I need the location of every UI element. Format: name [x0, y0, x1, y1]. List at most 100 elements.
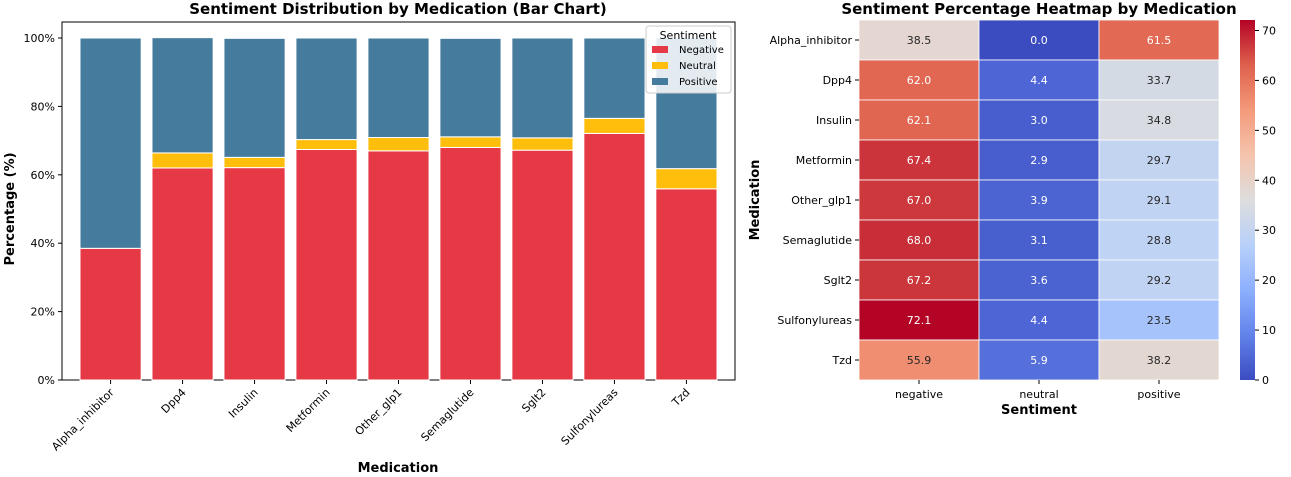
- bar-neutral-sulfonylureas: [583, 117, 646, 134]
- heatmap-cell-value: 4.4: [1030, 314, 1048, 327]
- bar-positive-semaglutide: [439, 37, 502, 138]
- bar-negative-sglt2: [511, 149, 574, 381]
- heatmap-cell-tzd-neutral: [978, 339, 1100, 381]
- colorbar-tick-label: 10: [1262, 324, 1276, 337]
- bar-neutral-metformin: [295, 139, 358, 150]
- heatmap-cell-metformin-neutral: [978, 139, 1100, 181]
- heatmap-cell-insulin-negative: [858, 99, 980, 141]
- bar-x-tick-label: Insulin: [226, 386, 261, 421]
- heatmap-cell-metformin-positive: [1098, 139, 1220, 181]
- heatmap-cell-value: 38.2: [1147, 354, 1172, 367]
- heatmap-cell-value: 3.0: [1030, 114, 1048, 127]
- bar-neutral-tzd: [655, 168, 718, 190]
- legend-label-negative: Negative: [679, 45, 724, 56]
- legend-frame: [645, 25, 732, 94]
- heatmap-cell-value: 67.2: [907, 274, 932, 287]
- bar-x-tick-label: Semaglutide: [418, 386, 476, 444]
- colorbar-tick-label: 40: [1262, 174, 1276, 187]
- heatmap-x-ticks: negative neutral positive: [895, 380, 1181, 401]
- heatmap-cell-value: 29.7: [1147, 154, 1172, 167]
- bar-positive-sglt2: [511, 37, 574, 139]
- bar-positive-other_glp1: [367, 37, 430, 139]
- bar-x-tick-label: Alpha_inhibitor: [49, 386, 117, 454]
- heatmap-cell-value: 0.0: [1030, 34, 1048, 47]
- heatmap-y-axis-label: Medication: [748, 160, 763, 241]
- heatmap-cell-value: 33.7: [1147, 74, 1172, 87]
- heatmap-cell-value: 61.5: [1147, 34, 1172, 47]
- heatmap-cell-labels: 38.5 0.0 61.5 62.0 4.4 33.7 62.1 3.0 34.8 67.4 2.9…: [907, 34, 1172, 367]
- colorbar-tick-label: 0: [1262, 374, 1269, 387]
- heatmap-cell-sglt2-positive: [1098, 259, 1220, 301]
- bar-marks: [79, 37, 718, 381]
- heatmap-cell-value: 62.0: [907, 74, 932, 87]
- bar-neutral-sglt2: [511, 137, 574, 151]
- bar-x-tick-label: Dpp4: [159, 386, 189, 416]
- bar-negative-semaglutide: [439, 146, 502, 381]
- heatmap-cell-value: 34.8: [1147, 114, 1172, 127]
- heatmap-x-tick-label: negative: [895, 388, 943, 401]
- bar-x-tick-label: Sulfonylureas: [559, 386, 621, 448]
- legend-title: Sentiment: [660, 29, 718, 42]
- heatmap-cell-alpha_inhibitor-negative: [858, 19, 980, 61]
- bar-y-tick-label: 0%: [38, 374, 55, 387]
- heatmap-cell-value: 3.6: [1030, 274, 1048, 287]
- heatmap-x-axis-label: Sentiment: [1001, 403, 1077, 418]
- heatmap-cell-value: 3.9: [1030, 194, 1048, 207]
- bar-neutral-other_glp1: [367, 137, 430, 152]
- heatmap-cell-value: 28.8: [1147, 234, 1172, 247]
- bar-x-tick-label: Other_glp1: [352, 386, 404, 438]
- heatmap-cell-semaglutide-positive: [1098, 219, 1220, 261]
- bar-chart-title: Sentiment Distribution by Medication (Ba…: [189, 0, 607, 18]
- bar-y-tick-label: 40%: [31, 237, 55, 250]
- heatmap-cell-sulfonylureas-positive: [1098, 299, 1220, 341]
- bar-positive-alpha_inhibitor: [79, 37, 142, 249]
- colorbar-tick-label: 70: [1262, 24, 1276, 37]
- bar-y-tick-label: 60%: [31, 169, 55, 182]
- heatmap-cells: [858, 19, 1220, 381]
- colorbar-gradient: [1240, 20, 1255, 380]
- heatmap-cell-value: 4.4: [1030, 74, 1048, 87]
- bar-x-tick-label: Sglt2: [519, 386, 548, 415]
- heatmap-cell-dpp4-positive: [1098, 59, 1220, 101]
- bar-negative-alpha_inhibitor: [79, 247, 142, 381]
- heatmap-cell-insulin-neutral: [978, 99, 1100, 141]
- bar-neutral-dpp4: [151, 152, 214, 169]
- heatmap-y-tick-label: Dpp4: [823, 74, 852, 87]
- heatmap-cell-value: 62.1: [907, 114, 932, 127]
- legend-swatch-positive: [652, 78, 668, 85]
- heatmap-y-tick-label: Sglt2: [824, 274, 852, 287]
- colorbar-tick-label: 60: [1262, 74, 1276, 87]
- heatmap-cell-value: 3.1: [1030, 234, 1048, 247]
- heatmap-cell-value: 23.5: [1147, 314, 1172, 327]
- heatmap-cell-value: 5.9: [1030, 354, 1048, 367]
- colorbar-tick-label: 30: [1262, 224, 1276, 237]
- bar-y-tick-label: 20%: [31, 306, 55, 319]
- legend-swatch-negative: [652, 46, 668, 53]
- colorbar-tick-label: 20: [1262, 274, 1276, 287]
- colorbar: 0 10 20 30 40 50 60 70: [1240, 20, 1276, 387]
- heatmap-y-tick-label: Tzd: [832, 354, 852, 367]
- legend-label-neutral: Neutral: [679, 61, 716, 72]
- heatmap-cell-value: 72.1: [907, 314, 932, 327]
- heatmap-y-tick-label: Other_glp1: [791, 194, 852, 207]
- legend-label-positive: Positive: [679, 77, 718, 88]
- heatmap-cell-alpha_inhibitor-neutral: [978, 19, 1100, 61]
- bar-y-tick-label: 80%: [31, 100, 55, 113]
- stacked-bar-chart: Sentiment Distribution by Medication (Ba…: [3, 0, 736, 476]
- bar-negative-tzd: [655, 188, 718, 381]
- bar-positive-sulfonylureas: [583, 37, 646, 119]
- bar-y-axis-label: Percentage (%): [3, 152, 18, 265]
- heatmap-cell-value: 67.4: [907, 154, 932, 167]
- heatmap-cell-insulin-positive: [1098, 99, 1220, 141]
- heatmap-cell-value: 2.9: [1030, 154, 1048, 167]
- bar-neutral-insulin: [223, 156, 286, 169]
- heatmap-y-tick-label: Sulfonylureas: [777, 314, 852, 327]
- bar-negative-other_glp1: [367, 150, 430, 381]
- heatmap-x-tick-label: neutral: [1019, 388, 1058, 401]
- heatmap-cell-other_glp1-negative: [858, 179, 980, 221]
- legend-swatch-neutral: [652, 62, 668, 69]
- bar-legend: Sentiment Negative Neutral Positive: [645, 25, 732, 94]
- heatmap-y-tick-label: Metformin: [796, 154, 852, 167]
- heatmap-cell-value: 38.5: [907, 34, 932, 47]
